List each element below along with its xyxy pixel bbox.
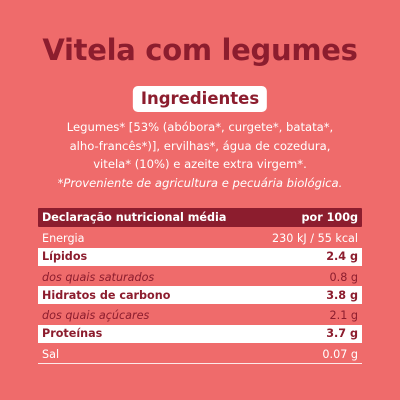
nutrition-value: 3.7 g [326, 327, 358, 340]
nutrition-value: 0.8 g [329, 270, 358, 284]
nutrition-row-acucares: dos quais açúcares 2.1 g [38, 307, 362, 325]
nutrition-table: Declaração nutricional média por 100g En… [38, 208, 362, 364]
nutrition-label: Hidratos de carbono [42, 288, 171, 302]
nutrition-label: Proteínas [42, 327, 103, 340]
ingredients-line-1: Legumes* [53% (abóbora*, curgete*, batat… [66, 120, 334, 134]
ingredients-line-2: alho-francês*)], ervilhas*, água de coze… [69, 138, 331, 153]
nutrition-value: 230 kJ / 55 kcal [272, 232, 358, 245]
ingredients-heading: Ingredientes [132, 86, 268, 112]
nutrition-row-sal: Sal 0.07 g [38, 345, 362, 363]
nutrition-row-lipidos: Lípidos 2.4 g [38, 247, 362, 266]
nutrition-value: 2.4 g [326, 250, 358, 263]
nutrition-header-row: Declaração nutricional média por 100g [38, 208, 362, 227]
ingredients-text: Legumes* [53% (abóbora*, curgete*, batat… [14, 118, 386, 192]
product-title: Vitela com legumes [42, 33, 358, 67]
nutrition-label: dos quais açúcares [42, 309, 150, 322]
nutrition-header-label: Declaração nutricional média [42, 211, 227, 224]
nutrition-value: 3.8 g [326, 288, 358, 302]
nutrition-label: Lípidos [42, 250, 88, 263]
nutrition-row-energia: Energia 230 kJ / 55 kcal [38, 230, 362, 248]
nutrition-bottom-divider [38, 363, 362, 364]
nutrition-label: Sal [42, 347, 60, 361]
organic-note: *Proveniente de agricultura e pecuária b… [57, 175, 343, 190]
nutrition-value: 2.1 g [329, 309, 358, 322]
nutrition-row-hidratos: Hidratos de carbono 3.8 g [38, 286, 362, 304]
nutrition-label: dos quais saturados [42, 270, 155, 284]
nutrition-row-proteinas: Proteínas 3.7 g [38, 324, 362, 343]
ingredients-line-3: vitela* (10%) e azeite extra virgem*. [93, 157, 307, 171]
nutrition-label: Energia [42, 232, 85, 245]
nutrition-value: 0.07 g [322, 347, 358, 361]
nutrition-row-saturados: dos quais saturados 0.8 g [38, 268, 362, 286]
nutrition-header-unit: por 100g [301, 211, 358, 224]
